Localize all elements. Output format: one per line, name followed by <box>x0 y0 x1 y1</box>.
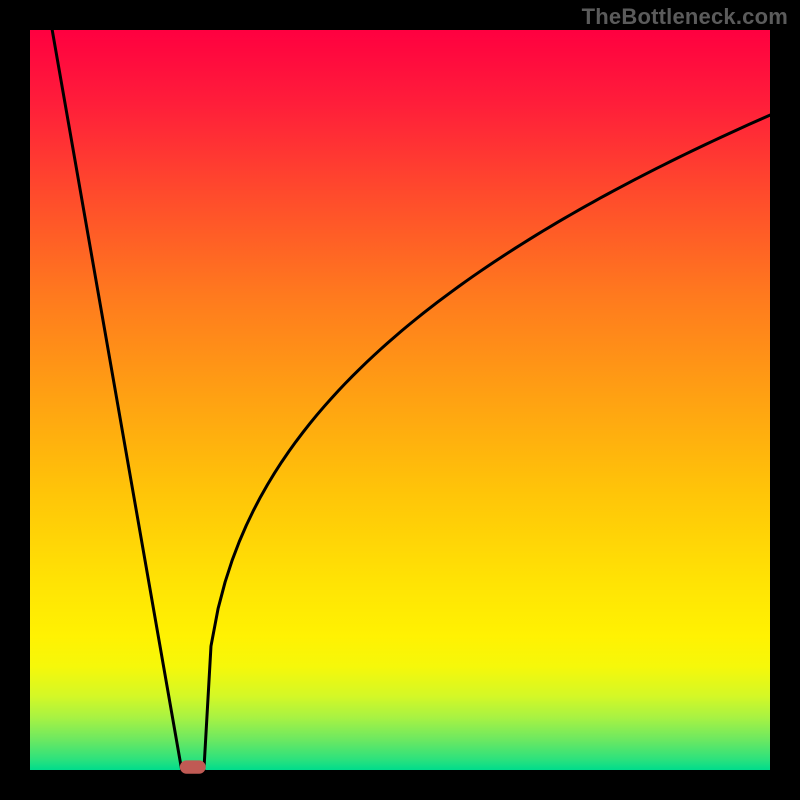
bottleneck-curve-chart <box>0 0 800 800</box>
minimum-marker <box>180 760 206 773</box>
chart-container: TheBottleneck.com <box>0 0 800 800</box>
watermark-text: TheBottleneck.com <box>582 4 788 30</box>
gradient-background <box>30 30 770 770</box>
